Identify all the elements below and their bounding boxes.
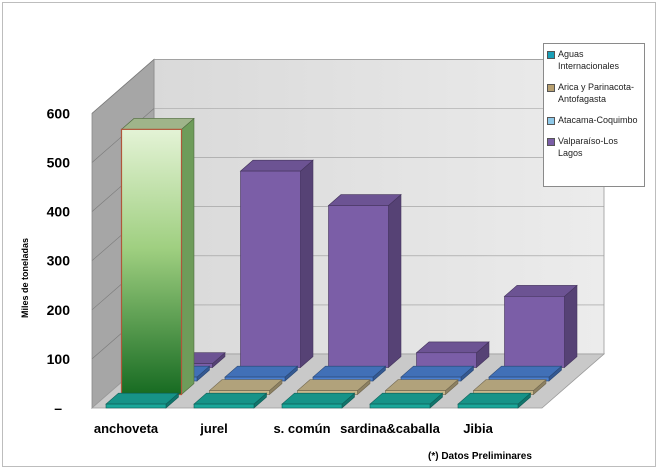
gridline-side bbox=[91, 59, 155, 114]
bar-2-3 bbox=[328, 205, 389, 368]
bar-3-0-top bbox=[369, 392, 444, 405]
y-tick-label: 100 bbox=[47, 351, 71, 367]
legend-label: Valparaíso-Los Lagos bbox=[558, 136, 618, 158]
legend-item-arica-antofagasta: Arica y Parinacota-Antofagasta bbox=[547, 81, 641, 105]
bar-1-0 bbox=[193, 403, 255, 409]
x-tick-label: sardina&caballa bbox=[340, 421, 440, 436]
bar-0-0 bbox=[105, 403, 167, 409]
bar-2-1-top bbox=[296, 379, 371, 391]
x-tick-label: jurel bbox=[199, 421, 227, 436]
bar-4-3 bbox=[504, 296, 565, 368]
x-tick-label: anchoveta bbox=[94, 421, 159, 436]
bar-1-0-top bbox=[193, 392, 268, 405]
bar-2-3-top bbox=[327, 194, 402, 206]
y-tick-label: 500 bbox=[47, 155, 71, 171]
bar-3-3-top bbox=[415, 341, 490, 354]
legend-item-atacama-coquimbo: Atacama-Coquimbo bbox=[547, 114, 641, 126]
y-axis-title: Miles de toneladas bbox=[20, 238, 30, 318]
legend-swatch bbox=[547, 138, 555, 146]
bar-4-0-top bbox=[457, 392, 532, 405]
bar-2-2-top bbox=[312, 365, 387, 378]
x-tick-label: s. común bbox=[273, 421, 330, 436]
bar-anchoveta bbox=[120, 128, 183, 396]
bar-1-3 bbox=[240, 170, 301, 368]
bar-anchoveta-top bbox=[120, 118, 195, 130]
legend-label: Aguas Internacionales bbox=[558, 49, 620, 71]
bar-2-0 bbox=[281, 403, 343, 409]
bar-anchoveta-side bbox=[181, 117, 195, 396]
footnote: (*) Datos Preliminares bbox=[428, 451, 532, 462]
bar-3-2-top bbox=[400, 365, 475, 378]
bar-4-1-top bbox=[472, 379, 547, 391]
bar-1-2-top bbox=[224, 365, 299, 378]
bar-4-3-top bbox=[503, 285, 578, 297]
bar-2-0-top bbox=[281, 392, 356, 405]
bar-1-3-side bbox=[300, 159, 314, 369]
x-tick-label: Jibia bbox=[463, 421, 493, 436]
bar-0-0-top bbox=[105, 392, 180, 405]
bar-4-3-side bbox=[564, 284, 578, 369]
legend-item-aguas-internacionales: Aguas Internacionales bbox=[547, 48, 641, 72]
legend-label: Atacama-Coquimbo bbox=[558, 115, 638, 125]
y-tick-label: – bbox=[54, 400, 62, 416]
y-tick-label: 300 bbox=[47, 253, 71, 269]
bar-1-1-top bbox=[208, 379, 283, 391]
bar-3-1-top bbox=[384, 379, 459, 391]
bar-4-2-top bbox=[488, 365, 563, 378]
legend-swatch bbox=[547, 84, 555, 92]
y-tick-label: 400 bbox=[47, 204, 71, 220]
bar-3-3 bbox=[416, 352, 477, 368]
chart-legend: Aguas Internacionales Arica y Parinacota… bbox=[543, 43, 645, 187]
bar-4-0 bbox=[457, 403, 519, 409]
bar-2-3-side bbox=[388, 193, 402, 369]
y-tick-label: 600 bbox=[47, 105, 71, 121]
legend-label: Arica y Parinacota-Antofagasta bbox=[558, 82, 635, 104]
legend-item-valparaiso-los-lagos: Valparaíso-Los Lagos bbox=[547, 135, 641, 159]
bar-3-0 bbox=[369, 403, 431, 409]
legend-swatch bbox=[547, 117, 555, 125]
legend-swatch bbox=[547, 51, 555, 59]
bar-1-3-top bbox=[239, 159, 314, 172]
y-tick-label: 200 bbox=[47, 302, 71, 318]
